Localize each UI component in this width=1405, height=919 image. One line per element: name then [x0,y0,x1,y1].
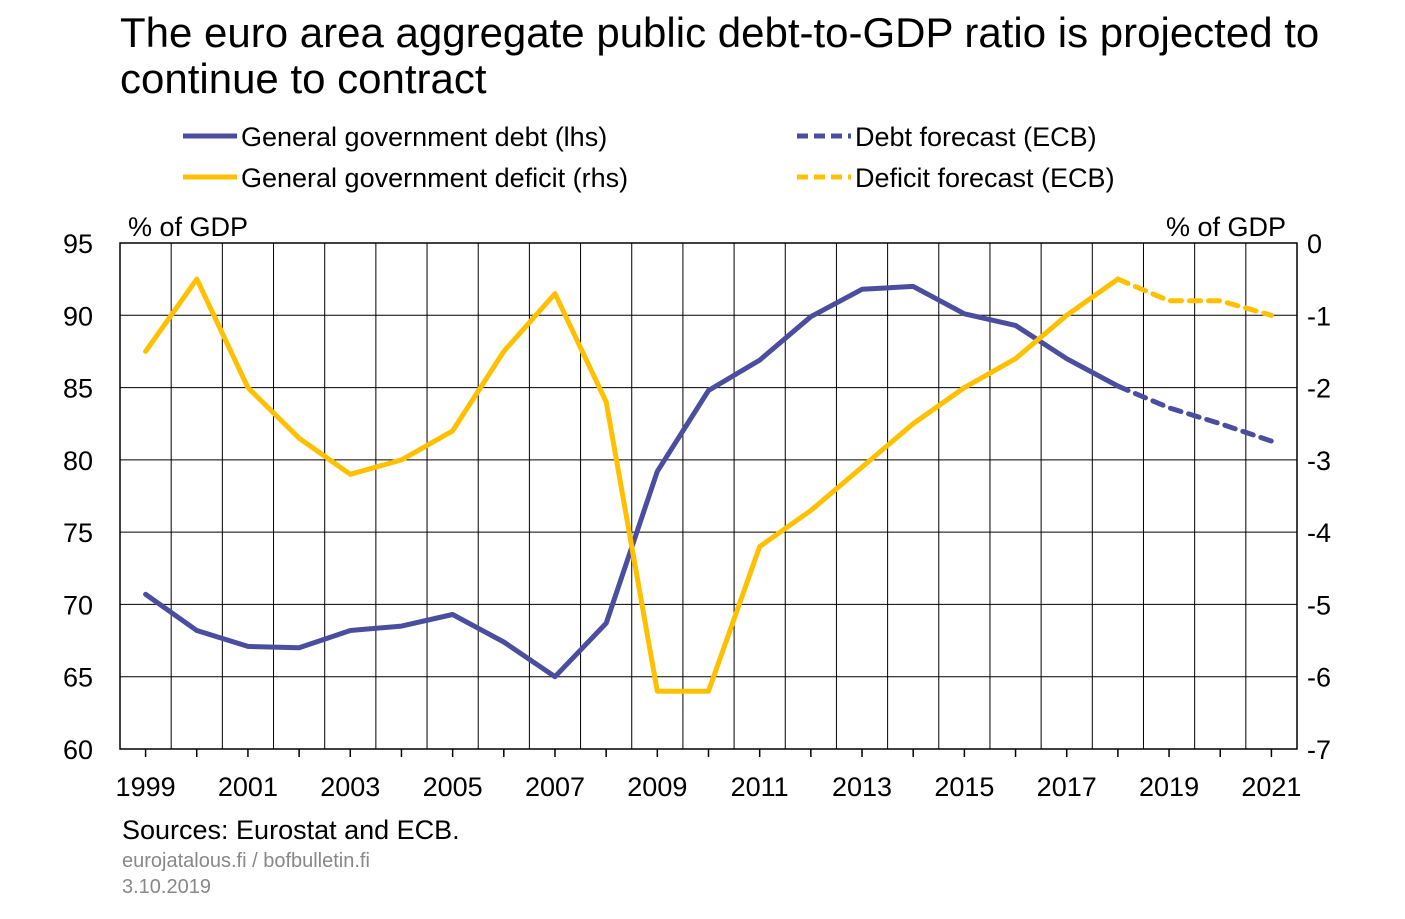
chart-title: The euro area aggregate public debt-to-G… [120,9,1320,102]
y-left-axis-title: % of GDP [128,212,248,242]
y-right-tick-label: 0 [1307,229,1322,259]
y-left-tick-label: 65 [63,663,93,693]
y-right-tick-label: -6 [1307,663,1331,693]
x-tick-label: 2015 [934,772,994,802]
series-line-general-government-deficit-rhs [143,276,1121,694]
legend: General government debt (lhs) Debt foreca… [183,122,1115,193]
x-tick-label: 2005 [423,772,483,802]
legend-item: Debt forecast (ECB) [797,122,1097,152]
footer-site: eurojatalous.fi / bofbulletin.fi [122,850,370,872]
x-tick-label: 2021 [1241,772,1301,802]
legend-item: General government deficit (rhs) [183,163,628,193]
x-tick-label: 2007 [525,772,585,802]
right-y-axis: 0 -1 -2 -3 -4 -5 -6 -7 [1307,229,1331,765]
y-right-tick-label: -3 [1307,446,1331,476]
footer-date: 3.10.2019 [122,876,211,898]
y-right-tick-label: -5 [1307,590,1331,620]
y-left-tick-label: 70 [63,590,93,620]
axis-titles: % of GDP % of GDP [128,212,1286,242]
legend-label: General government debt (lhs) [241,122,607,152]
y-right-axis-title: % of GDP [1166,212,1286,242]
x-tick-label: 2009 [627,772,687,802]
x-tick-label: 2017 [1037,772,1097,802]
x-axis: 1999 2001 2003 2005 2007 2009 2011 2013 2015 2017… [116,749,1301,802]
y-right-tick-label: -7 [1307,735,1331,765]
y-right-tick-label: -4 [1307,518,1331,548]
series-lines [143,276,1274,694]
legend-item: General government debt (lhs) [183,122,607,152]
y-right-tick-label: -1 [1307,301,1331,331]
plot-frame [119,242,1298,750]
y-left-tick-label: 90 [63,301,93,331]
x-tick-label: 2011 [731,772,789,802]
legend-label: Deficit forecast (ECB) [855,163,1115,193]
x-tick-label: 1999 [116,772,176,802]
left-y-axis: 95 90 85 80 75 70 65 60 [63,229,93,765]
y-left-tick-label: 95 [63,229,93,259]
legend-item: Deficit forecast (ECB) [797,163,1115,193]
y-left-tick-label: 60 [63,735,93,765]
y-left-tick-label: 85 [63,374,93,404]
series-line-deficit-forecast-ecb [1115,276,1274,318]
series-line-debt-forecast-ecb [1115,383,1274,444]
legend-label: Debt forecast (ECB) [855,122,1097,152]
sources-note: Sources: Eurostat and ECB. [122,815,460,845]
x-tick-label: 2003 [320,772,380,802]
x-tick-label: 2001 [218,772,278,802]
grid [120,243,1297,749]
y-right-tick-label: -2 [1307,374,1331,404]
legend-label: General government deficit (rhs) [241,163,628,193]
x-tick-label: 2019 [1139,772,1199,802]
x-tick-label: 2013 [832,772,892,802]
y-left-tick-label: 75 [63,518,93,548]
y-left-tick-label: 80 [63,446,93,476]
